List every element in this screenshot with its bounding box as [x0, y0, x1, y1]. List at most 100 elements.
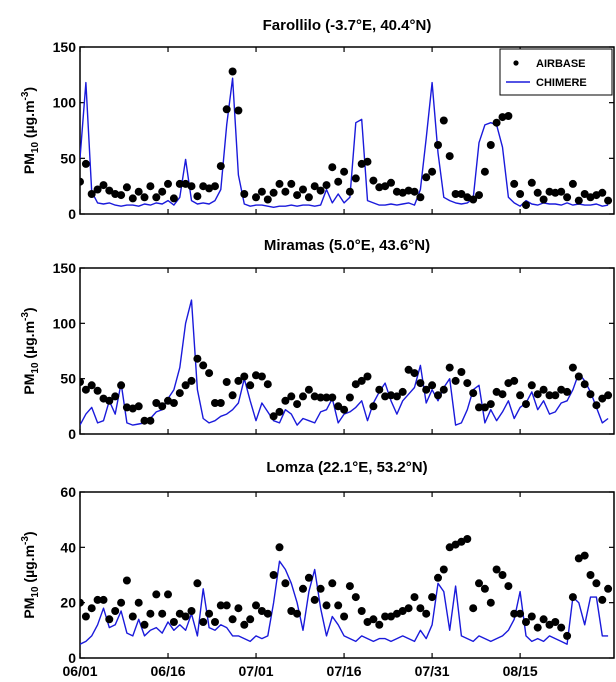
- data-point-airbase: [334, 601, 343, 610]
- data-point-airbase: [99, 595, 108, 604]
- data-point-airbase: [492, 118, 501, 127]
- data-point-airbase: [80, 598, 84, 607]
- data-point-airbase: [434, 391, 442, 400]
- data-point-airbase: [422, 609, 431, 618]
- data-point-airbase: [105, 615, 114, 624]
- y-tick-label: 150: [53, 260, 77, 276]
- data-point-airbase: [557, 187, 566, 196]
- data-point-airbase: [228, 615, 237, 624]
- data-point-airbase: [105, 186, 114, 195]
- data-point-airbase: [598, 595, 607, 604]
- data-point-airbase: [457, 190, 466, 198]
- data-point-airbase: [111, 392, 120, 401]
- data-point-airbase: [580, 190, 589, 198]
- data-point-airbase: [428, 381, 437, 390]
- legend-marker-airbase: [513, 60, 519, 66]
- data-point-airbase: [316, 393, 325, 402]
- data-point-airbase: [134, 402, 143, 411]
- data-point-airbase: [340, 405, 349, 414]
- data-point-airbase: [211, 399, 219, 407]
- data-point-airbase: [592, 401, 601, 410]
- data-point-airbase: [140, 193, 149, 202]
- data-point-airbase: [304, 573, 313, 582]
- data-point-airbase: [158, 402, 167, 411]
- data-point-airbase: [269, 571, 278, 579]
- data-point-airbase: [480, 584, 489, 593]
- data-point-airbase: [328, 393, 337, 402]
- data-point-airbase: [340, 167, 349, 176]
- data-point-airbase: [345, 187, 354, 196]
- data-point-airbase: [222, 105, 231, 114]
- data-point-airbase: [439, 116, 448, 125]
- data-point-airbase: [563, 387, 572, 396]
- data-point-airbase: [205, 369, 214, 378]
- data-point-airbase: [480, 403, 489, 412]
- y-tick-label: 100: [53, 95, 77, 111]
- data-point-airbase: [281, 187, 290, 196]
- data-point-airbase: [240, 620, 249, 629]
- series-line-chimere: [80, 77, 609, 209]
- data-point-airbase: [381, 612, 390, 621]
- data-point-airbase: [563, 193, 572, 202]
- data-point-airbase: [117, 191, 126, 200]
- data-point-airbase: [152, 590, 161, 599]
- data-point-airbase: [310, 595, 319, 604]
- data-point-airbase: [122, 403, 131, 412]
- data-point-airbase: [598, 394, 607, 403]
- legend-label-chimere: CHIMERE: [536, 77, 587, 89]
- data-point-airbase: [240, 372, 249, 381]
- data-point-airbase: [93, 386, 102, 395]
- data-point-airbase: [275, 407, 284, 416]
- data-point-airbase: [257, 187, 266, 196]
- data-point-airbase: [169, 618, 178, 626]
- data-point-airbase: [158, 187, 167, 196]
- data-point-airbase: [334, 177, 343, 186]
- data-point-airbase: [580, 380, 589, 389]
- data-point-airbase: [457, 368, 466, 376]
- plot-area: [80, 535, 613, 645]
- data-point-airbase: [416, 379, 425, 388]
- data-point-airbase: [580, 551, 589, 560]
- data-point-airbase: [604, 584, 613, 593]
- data-point-airbase: [181, 381, 190, 390]
- data-point-airbase: [175, 179, 184, 188]
- data-point-airbase: [351, 593, 360, 602]
- data-point-airbase: [328, 579, 337, 588]
- y-tick-label: 0: [68, 650, 76, 666]
- data-point-airbase: [410, 369, 419, 378]
- data-point-airbase: [93, 185, 102, 194]
- panel-2: Miramas (5.0°E, 43.6°N) 0 50 100 150 PM10 (µg…: [20, 237, 615, 442]
- data-point-airbase: [434, 141, 442, 149]
- data-point-airbase: [522, 201, 530, 210]
- data-point-airbase: [263, 380, 272, 389]
- data-point-airbase: [510, 179, 519, 188]
- series-line-chimere: [80, 560, 609, 645]
- data-point-airbase: [486, 400, 495, 409]
- data-point-airbase: [87, 381, 96, 390]
- data-point-airbase: [604, 391, 613, 400]
- data-point-airbase: [134, 187, 143, 196]
- data-point-airbase: [193, 579, 202, 588]
- data-point-airbase: [263, 195, 272, 204]
- x-tick-label: 07/16: [327, 663, 362, 679]
- data-point-airbase: [469, 195, 478, 204]
- data-point-airbase: [527, 612, 536, 621]
- data-point-airbase: [111, 190, 120, 198]
- axes-box: [79, 491, 615, 659]
- data-point-airbase: [539, 385, 548, 394]
- data-point-airbase: [334, 402, 343, 411]
- data-point-airbase: [498, 571, 507, 579]
- x-tick-label: 06/01: [62, 663, 97, 679]
- data-point-airbase: [345, 582, 354, 591]
- data-point-airbase: [93, 595, 102, 604]
- data-point-airbase: [469, 604, 478, 613]
- data-point-airbase: [122, 576, 131, 585]
- data-point-airbase: [117, 598, 126, 607]
- data-point-airbase: [516, 609, 525, 618]
- data-point-airbase: [187, 182, 196, 191]
- data-point-airbase: [299, 392, 307, 401]
- data-point-airbase: [316, 186, 325, 195]
- data-point-airbase: [211, 618, 219, 626]
- data-point-airbase: [240, 190, 249, 198]
